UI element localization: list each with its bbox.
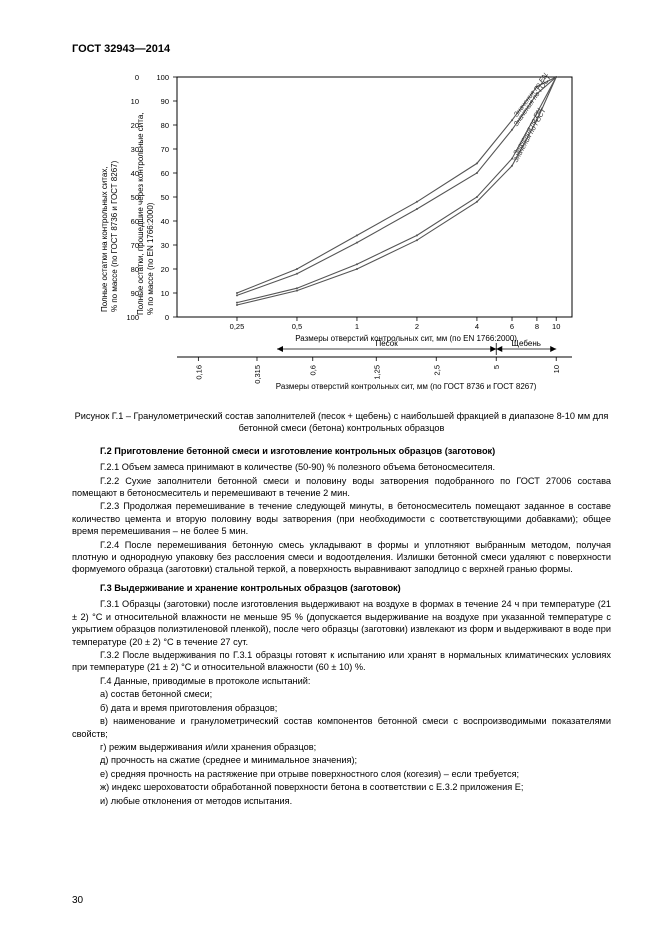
svg-text:6: 6 [510,322,514,331]
svg-text:10: 10 [552,322,560,331]
svg-text:2: 2 [415,322,419,331]
svg-text:10: 10 [131,97,139,106]
chart-svg: 0100109020803070406050506040703080209010… [82,67,602,402]
svg-text:100: 100 [156,73,169,82]
para-g2-1: Г.2.1 Объем замеса принимают в количеств… [72,461,611,473]
section-g3-title: Г.3 Выдерживание и хранение контрольных … [72,582,611,594]
para-g3-1: Г.3.1 Образцы (заготовки) после изготовл… [72,598,611,648]
svg-text:20: 20 [161,265,169,274]
svg-text:0,315: 0,315 [253,365,262,384]
para-g4-v: в) наименование и гранулометрический сос… [72,715,611,740]
svg-text:70: 70 [161,145,169,154]
svg-text:4: 4 [475,322,479,331]
svg-text:0,5: 0,5 [292,322,302,331]
svg-text:% по массе (по EN 1766:2000): % по массе (по EN 1766:2000) [146,202,155,315]
para-g4-b: б) дата и время приготовления образцов; [72,702,611,714]
svg-text:0: 0 [165,313,169,322]
granulometry-chart: 0100109020803070406050506040703080209010… [82,67,602,402]
para-g4-intro: Г.4 Данные, приводимые в протоколе испыт… [72,675,611,687]
svg-text:30: 30 [161,241,169,250]
svg-text:Полные остатки на контрольных: Полные остатки на контрольных ситах, [100,166,109,312]
svg-text:0,16: 0,16 [194,365,203,380]
svg-text:Щебень: Щебень [512,339,541,348]
svg-text:0,25: 0,25 [230,322,245,331]
svg-text:Размеры отверстий контрольных: Размеры отверстий контрольных сит, мм (п… [295,334,517,343]
svg-text:8: 8 [535,322,539,331]
svg-text:0,6: 0,6 [309,365,318,375]
figure-caption: Рисунок Г.1 – Гранулометрический состав … [72,410,611,435]
svg-text:Песок: Песок [375,339,398,348]
svg-text:50: 50 [161,193,169,202]
para-g2-4: Г.2.4 После перемешивания бетонную смесь… [72,539,611,576]
section-g2-title: Г.2 Приготовление бетонной смеси и изгот… [72,445,611,457]
svg-text:% по массе (по ГОСТ 8736 и ГОС: % по массе (по ГОСТ 8736 и ГОСТ 8267) [110,160,119,312]
svg-text:1,25: 1,25 [372,365,381,380]
para-g4-e: е) средняя прочность на растяжение при о… [72,768,611,780]
svg-text:60: 60 [161,169,169,178]
svg-text:80: 80 [161,121,169,130]
svg-text:90: 90 [161,97,169,106]
doc-header: ГОСТ 32943—2014 [72,42,611,57]
para-g4-a: а) состав бетонной смеси; [72,688,611,700]
para-g2-3: Г.2.3 Продолжая перемешивание в течение … [72,500,611,537]
svg-text:5: 5 [492,365,501,369]
page: ГОСТ 32943—2014 010010902080307040605050… [0,0,661,935]
para-g4-d: д) прочность на сжатие (среднее и минима… [72,754,611,766]
para-g3-2: Г.3.2 После выдерживания по Г.3.1 образц… [72,649,611,674]
svg-text:Размеры отверстий контрольных: Размеры отверстий контрольных сит, мм (п… [276,382,537,391]
svg-text:Полные остатки, прошедшие чере: Полные остатки, прошедшие через контроль… [136,112,145,315]
svg-text:10: 10 [552,365,561,373]
svg-text:1: 1 [355,322,359,331]
para-g2-2: Г.2.2 Сухие заполнители бетонной смеси и… [72,475,611,500]
svg-text:10: 10 [161,289,169,298]
page-number: 30 [72,894,83,908]
para-g4-i: и) любые отклонения от методов испытания… [72,795,611,807]
svg-text:0: 0 [135,73,139,82]
svg-text:40: 40 [161,217,169,226]
para-g4-g: г) режим выдерживания и/или хранения обр… [72,741,611,753]
svg-text:2,5: 2,5 [432,365,441,375]
para-g4-zh: ж) индекс шероховатости обработанной пов… [72,781,611,793]
